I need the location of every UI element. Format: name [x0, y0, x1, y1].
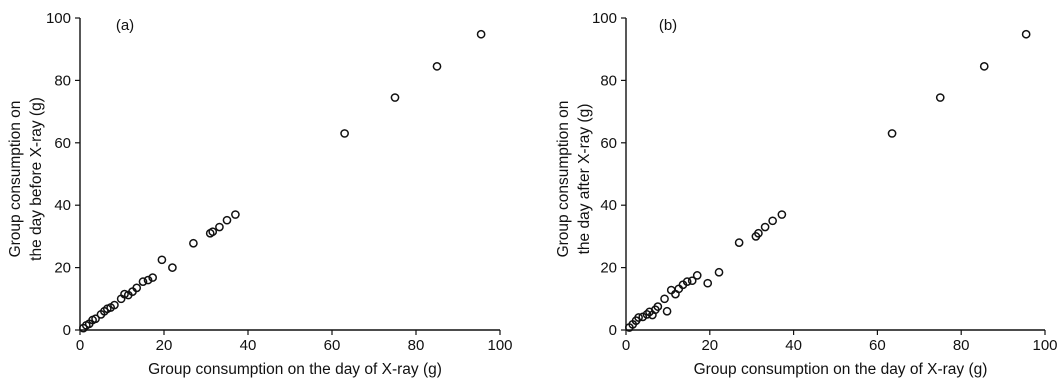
x-axis-title: Group consumption on the day of X-ray (g…	[148, 361, 442, 378]
data-point	[120, 289, 129, 299]
data-point	[768, 216, 778, 226]
y-tick-label: 100	[46, 10, 71, 27]
data-point	[231, 210, 240, 219]
x-axis-title: Group consumption on the day of X-ray (g…	[694, 361, 988, 378]
x-tick-label: 0	[622, 337, 630, 354]
x-tick-label: 60	[324, 337, 341, 354]
y-tick-label: 0	[609, 322, 617, 339]
data-point	[714, 267, 724, 277]
data-point	[935, 93, 945, 102]
x-tick-label: 20	[701, 337, 718, 354]
x-tick-label: 40	[240, 337, 257, 354]
data-point	[662, 306, 672, 316]
x-tick-label: 80	[408, 337, 425, 354]
y-tick-label: 60	[54, 135, 71, 152]
y-tick-label: 20	[600, 260, 617, 277]
y-tick-label: 0	[63, 322, 71, 339]
data-point	[189, 238, 198, 248]
y-tick-label: 80	[600, 72, 617, 89]
data-point	[91, 314, 100, 324]
data-point	[138, 277, 148, 286]
data-point	[674, 284, 684, 294]
data-point	[777, 210, 787, 219]
x-tick-label: 80	[953, 337, 970, 354]
data-point	[208, 227, 218, 237]
y-tick-label: 100	[592, 10, 617, 27]
y-tick-label: 20	[54, 260, 71, 277]
data-point	[754, 228, 763, 238]
y-tick-label: 60	[600, 135, 617, 152]
data-point	[682, 277, 692, 286]
data-point	[760, 222, 770, 232]
y-axis-title-line-1: Group consumption on	[7, 101, 24, 258]
data-point	[887, 129, 897, 138]
x-tick-label: 60	[869, 337, 886, 354]
data-point	[148, 273, 158, 282]
data-point	[660, 294, 669, 304]
data-point	[476, 29, 486, 39]
x-tick-label: 100	[487, 337, 512, 354]
data-point	[432, 62, 442, 71]
scatter-panel-b: 0 20 40 60 80 100 0 20 40 60 80 100 Group consumptio…	[555, 10, 1058, 378]
y-axis-title-line-2: the day before X-ray (g)	[28, 97, 45, 261]
data-point	[1021, 29, 1031, 39]
data-point	[390, 93, 400, 102]
data-point	[340, 129, 349, 138]
data-point	[110, 300, 119, 310]
data-point	[734, 238, 744, 247]
data-point	[642, 310, 652, 319]
data-point	[653, 302, 663, 311]
y-axis-title-line-1: Group consumption on	[555, 101, 572, 258]
y-tick-label: 40	[54, 197, 71, 214]
data-point	[687, 276, 697, 286]
data-point	[979, 62, 989, 71]
data-point	[692, 271, 702, 280]
panel-label: (b)	[659, 17, 677, 34]
x-tick-label: 40	[785, 337, 802, 354]
data-point	[168, 263, 177, 272]
x-tick-label: 20	[156, 337, 173, 354]
data-point	[132, 283, 142, 293]
data-point	[703, 278, 713, 288]
y-tick-label: 80	[54, 72, 71, 89]
data-point	[215, 222, 224, 232]
panel-label: (a)	[116, 17, 134, 34]
data-point	[222, 215, 232, 225]
x-tick-label: 0	[76, 337, 84, 354]
scatter-panel-a: 0 20 40 60 80 100 0 20 40 60 80 100 Group consumptio…	[7, 10, 513, 378]
data-point	[666, 285, 676, 295]
x-tick-label: 100	[1032, 337, 1057, 354]
data-point	[157, 255, 167, 265]
y-tick-label: 40	[600, 197, 617, 214]
y-axis-title-line-2: the day after X-ray (g)	[576, 104, 593, 255]
data-point	[143, 275, 153, 285]
data-point	[634, 313, 643, 322]
